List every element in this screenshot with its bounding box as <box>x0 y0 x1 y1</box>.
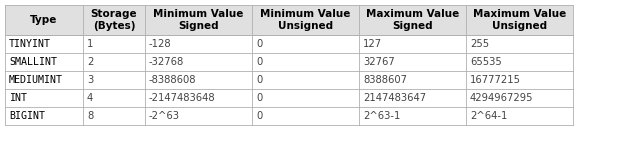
Bar <box>5 107 573 125</box>
Bar <box>5 35 573 53</box>
Text: INT: INT <box>9 93 27 103</box>
Text: -32768: -32768 <box>149 57 185 67</box>
Bar <box>5 89 573 107</box>
Text: TINYINT: TINYINT <box>9 39 51 49</box>
Text: 127: 127 <box>363 39 382 49</box>
Text: 0: 0 <box>256 57 262 67</box>
Text: 3: 3 <box>87 75 94 85</box>
Text: -8388608: -8388608 <box>149 75 197 85</box>
Text: 65535: 65535 <box>470 57 502 67</box>
Text: BIGINT: BIGINT <box>9 111 45 121</box>
Text: Maximum Value
Unsigned: Maximum Value Unsigned <box>473 9 566 31</box>
Text: Maximum Value
Signed: Maximum Value Signed <box>366 9 459 31</box>
Text: MEDIUMINT: MEDIUMINT <box>9 75 63 85</box>
Bar <box>5 53 573 71</box>
Text: 4294967295: 4294967295 <box>470 93 533 103</box>
Bar <box>5 71 573 89</box>
Text: 2^63-1: 2^63-1 <box>363 111 401 121</box>
Text: 0: 0 <box>256 39 262 49</box>
Text: Type: Type <box>30 15 58 25</box>
Text: 32767: 32767 <box>363 57 395 67</box>
Text: SMALLINT: SMALLINT <box>9 57 57 67</box>
Text: 0: 0 <box>256 75 262 85</box>
Text: 2^64-1: 2^64-1 <box>470 111 507 121</box>
Text: -2147483648: -2147483648 <box>149 93 216 103</box>
Text: Minimum Value
Unsigned: Minimum Value Unsigned <box>260 9 351 31</box>
Text: 2147483647: 2147483647 <box>363 93 426 103</box>
Text: 0: 0 <box>256 111 262 121</box>
Text: 8388607: 8388607 <box>363 75 407 85</box>
Text: 0: 0 <box>256 93 262 103</box>
Text: -128: -128 <box>149 39 172 49</box>
Text: -2^63: -2^63 <box>149 111 180 121</box>
Bar <box>5 5 573 35</box>
Text: 16777215: 16777215 <box>470 75 521 85</box>
Text: Storage
(Bytes): Storage (Bytes) <box>90 9 137 31</box>
Text: Minimum Value
Signed: Minimum Value Signed <box>154 9 244 31</box>
Text: 2: 2 <box>87 57 94 67</box>
Text: 4: 4 <box>87 93 94 103</box>
Text: 8: 8 <box>87 111 94 121</box>
Text: 255: 255 <box>470 39 489 49</box>
Text: 1: 1 <box>87 39 94 49</box>
